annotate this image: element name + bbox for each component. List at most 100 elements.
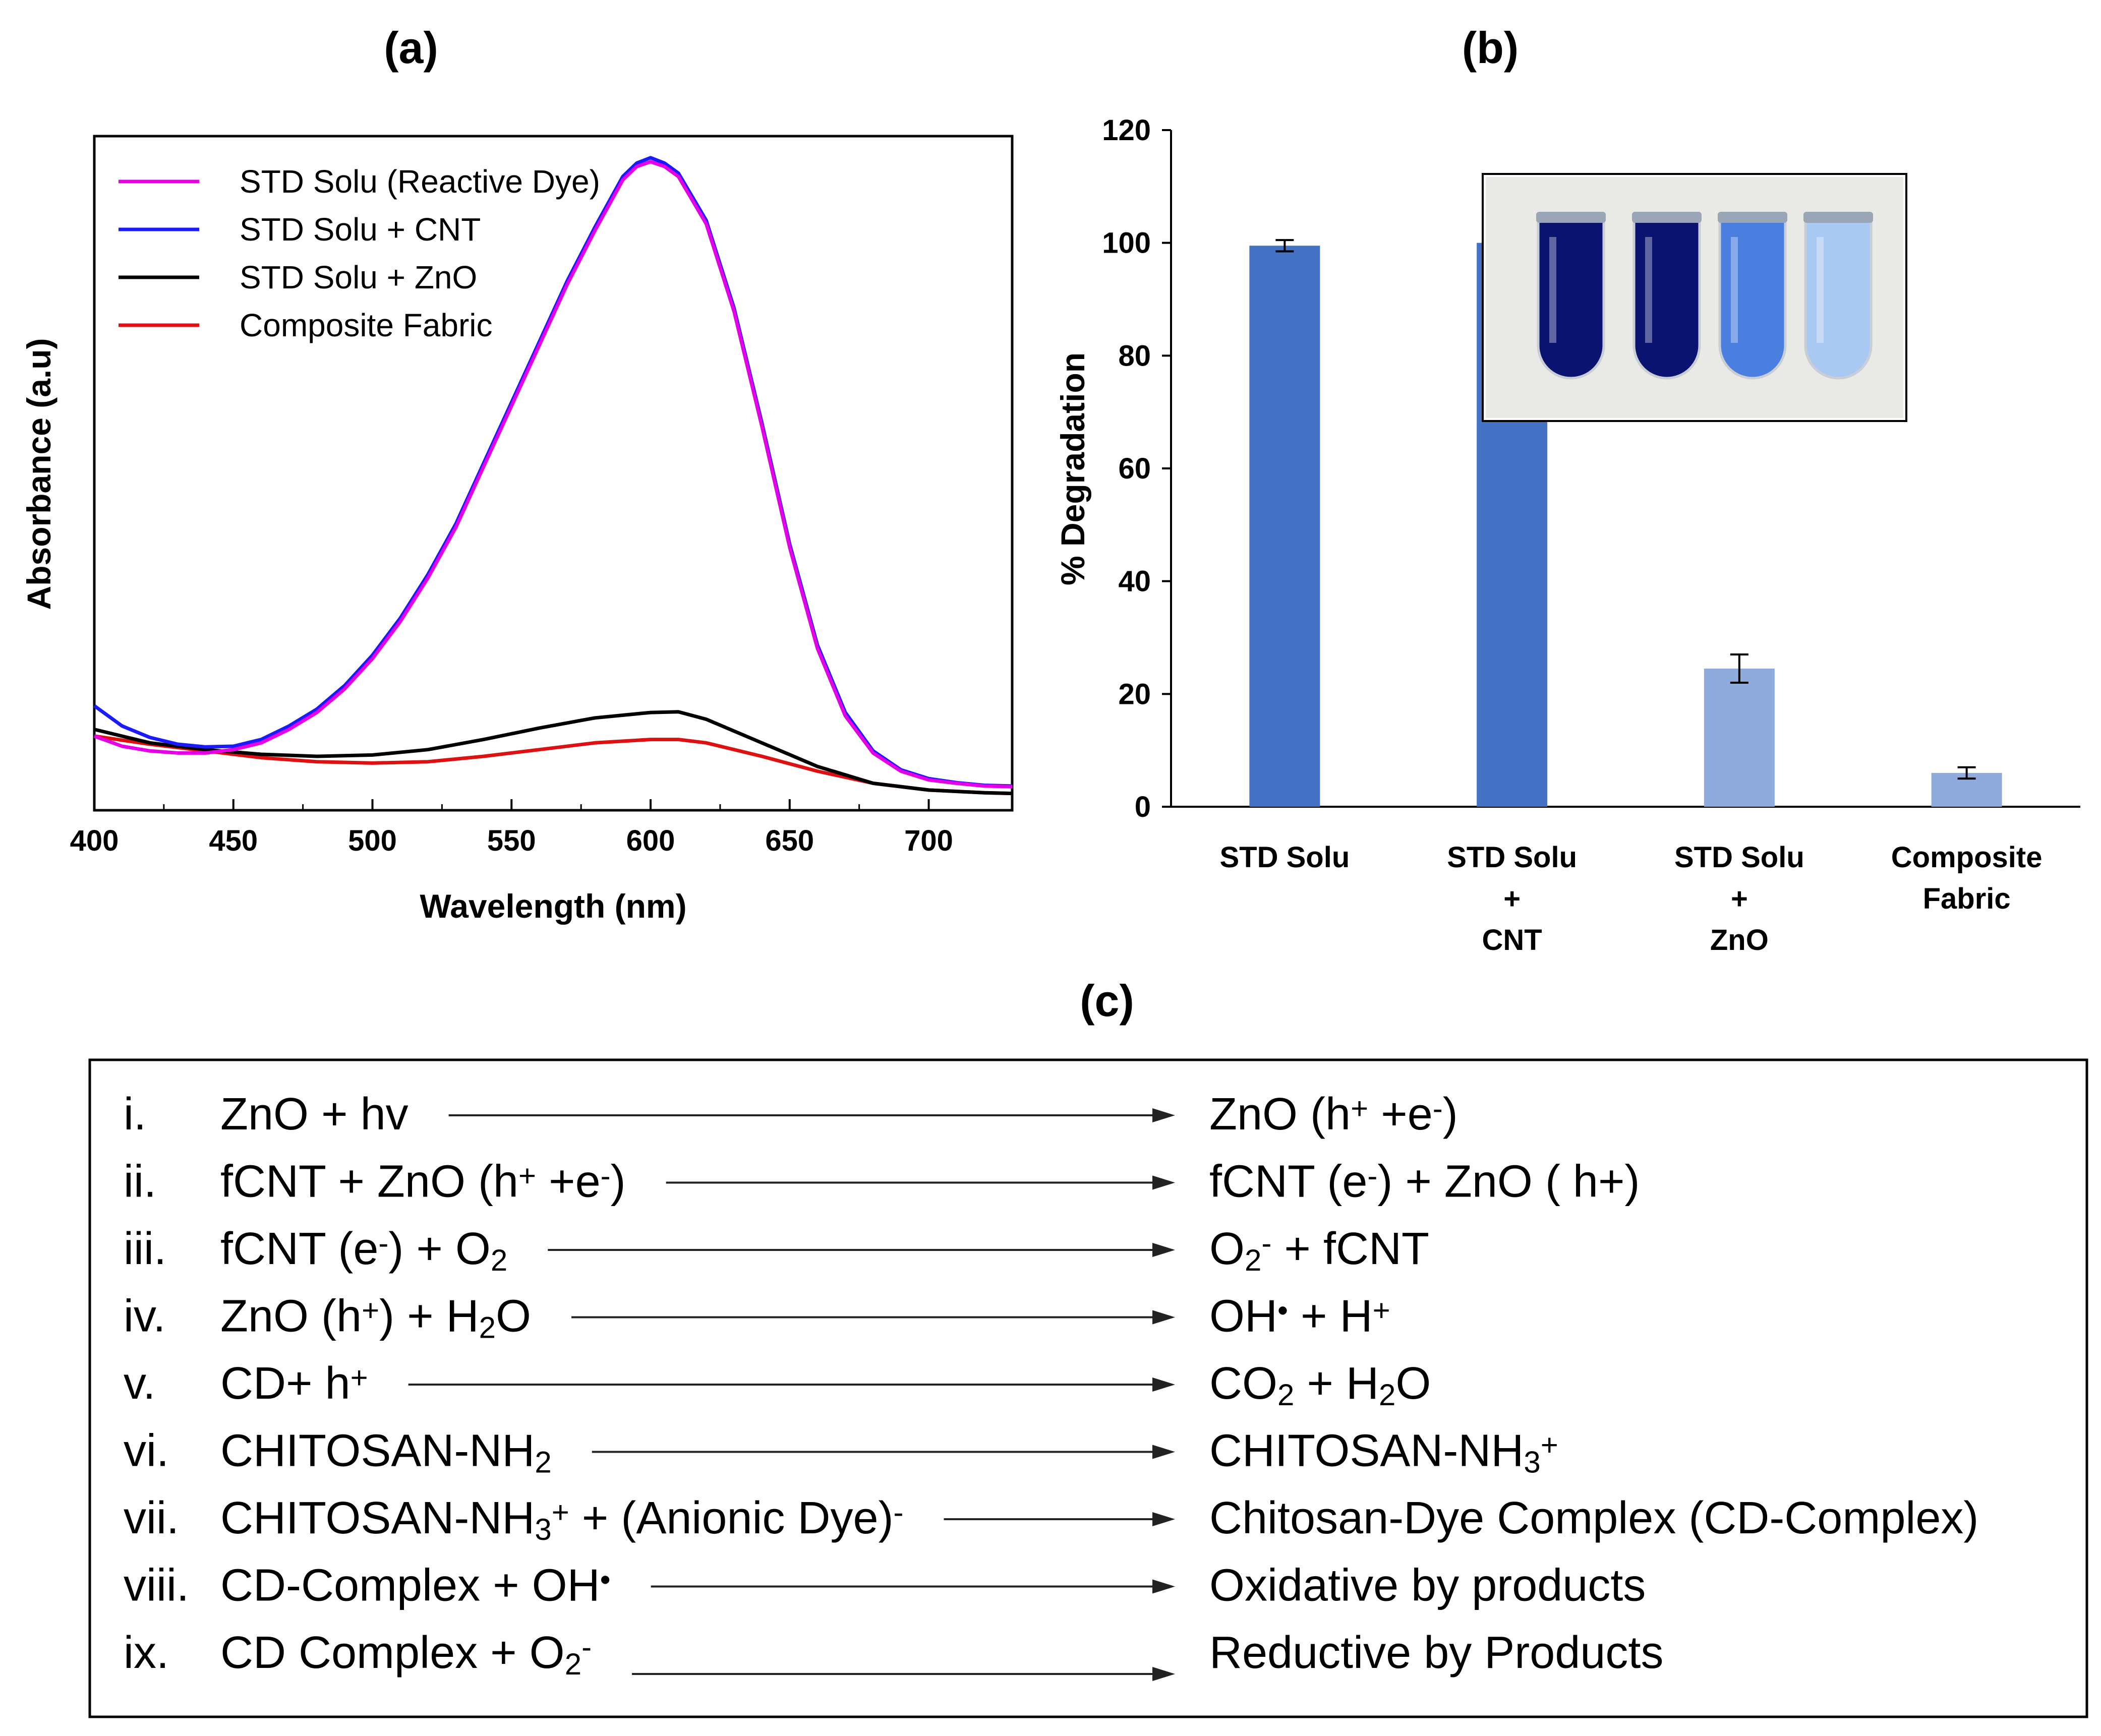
y-tick-label: 20 bbox=[1118, 678, 1151, 710]
arrow-head bbox=[1152, 1243, 1175, 1257]
category-label: ZnO bbox=[1710, 924, 1769, 956]
legend-entry: STD Solu (Reactive Dye) bbox=[240, 163, 600, 200]
y-tick-label: 120 bbox=[1102, 114, 1151, 147]
panel-b-bar-chart: (b) 0 20 40 60 80 100 120 STD Solu STD Solu + CNT… bbox=[1054, 23, 2080, 956]
test-tube-rim bbox=[1718, 212, 1787, 223]
reaction-number: ix. bbox=[124, 1628, 169, 1678]
reaction-number: viii. bbox=[124, 1561, 189, 1611]
x-tick-label: 450 bbox=[209, 824, 258, 857]
y-tick-label: 60 bbox=[1118, 452, 1151, 485]
reaction-number: vii. bbox=[124, 1493, 179, 1543]
reaction-reactants: CD+ h+ bbox=[220, 1358, 368, 1409]
x-tick-label: 650 bbox=[765, 824, 814, 857]
panel-b-axes: 0 20 40 60 80 100 120 bbox=[1102, 114, 2080, 823]
reaction-number: v. bbox=[124, 1358, 155, 1409]
reaction-reactants: ZnO + hv bbox=[220, 1089, 408, 1140]
reaction-products: OH• + H+ bbox=[1209, 1291, 1390, 1342]
test-tube-rim bbox=[1803, 212, 1873, 223]
panel-a-series-lines bbox=[93, 156, 1013, 796]
test-tube-rim bbox=[1632, 212, 1702, 223]
reaction-products: CHITOSAN-NH3+ bbox=[1209, 1426, 1558, 1479]
panel-b-category-labels: STD Solu STD Solu + CNT STD Solu + ZnO Composit… bbox=[1219, 841, 2042, 956]
reaction-number: iii. bbox=[124, 1224, 166, 1274]
test-tube-highlight bbox=[1731, 237, 1738, 343]
test-tube-highlight bbox=[1645, 237, 1652, 343]
x-tick-label: 700 bbox=[904, 824, 953, 857]
reaction-reactants: ZnO (h+) + H2O bbox=[220, 1291, 531, 1345]
panel-a-x-ticks: 400 450 500 550 600 650 700 bbox=[70, 799, 953, 857]
reaction-box bbox=[88, 1058, 2088, 1718]
test-tube bbox=[1804, 215, 1873, 380]
panel-a-y-axis-title: Absorbance (a.u) bbox=[20, 338, 57, 610]
reaction-products: CO2 + H2O bbox=[1209, 1358, 1431, 1412]
x-tick-label: 500 bbox=[348, 824, 397, 857]
reaction-reactants: CHITOSAN-NH3+ + (Anionic Dye)- bbox=[220, 1493, 904, 1546]
category-label: STD Solu bbox=[1447, 841, 1577, 874]
category-label: STD Solu bbox=[1219, 841, 1350, 874]
reaction-reactants: fCNT + ZnO (h+ +e-) bbox=[220, 1157, 626, 1207]
arrow-head bbox=[1152, 1378, 1175, 1392]
y-tick-label: 0 bbox=[1135, 791, 1151, 823]
bar bbox=[1249, 246, 1320, 807]
test-tube-highlight bbox=[1817, 237, 1824, 343]
x-tick-label: 600 bbox=[626, 824, 675, 857]
reaction-products: fCNT (e-) + ZnO ( h+) bbox=[1209, 1157, 1640, 1207]
test-tube-rim bbox=[1536, 212, 1606, 223]
reaction-reactants: CHITOSAN-NH2 bbox=[220, 1426, 552, 1479]
series-line-std-solu-reactive-dye bbox=[93, 160, 1013, 789]
reaction-reactants: fCNT (e-) + O2 bbox=[220, 1224, 507, 1277]
category-label: Composite bbox=[1891, 841, 2042, 874]
legend-entry: Composite Fabric bbox=[240, 307, 493, 343]
arrow-head bbox=[1152, 1667, 1175, 1681]
reaction-reactants: CD-Complex + OH• bbox=[220, 1561, 611, 1611]
bar bbox=[1704, 669, 1775, 807]
category-label: CNT bbox=[1482, 924, 1542, 956]
panel-b-label: (b) bbox=[1462, 23, 1519, 73]
test-tube bbox=[1537, 215, 1605, 380]
category-label: Fabric bbox=[1923, 882, 2011, 915]
legend-entry: STD Solu + ZnO bbox=[240, 259, 477, 295]
test-tube-photo-inset bbox=[1482, 173, 1907, 422]
legend-entry: STD Solu + CNT bbox=[240, 211, 481, 248]
arrow-head bbox=[1152, 1175, 1175, 1190]
y-tick-label: 100 bbox=[1102, 227, 1151, 260]
reaction-products: Oxidative by products bbox=[1209, 1561, 1646, 1611]
panel-b-y-axis-title: % Degradation bbox=[1054, 352, 1091, 585]
category-label: + bbox=[1503, 882, 1521, 915]
panel-c-label: (c) bbox=[1080, 976, 1134, 1026]
category-label: STD Solu bbox=[1674, 841, 1804, 874]
reaction-products: O2- + fCNT bbox=[1209, 1224, 1429, 1277]
reaction-list: i. ZnO + hv ZnO (h+ +e-) ii. fCNT + ZnO (h+ … bbox=[124, 1089, 1978, 1681]
test-tubes bbox=[1536, 212, 1873, 380]
panel-a-plot-frame bbox=[93, 135, 1014, 812]
y-tick-label: 40 bbox=[1118, 565, 1151, 598]
reaction-reactants: CD Complex + O2- bbox=[220, 1628, 592, 1681]
arrow-head bbox=[1152, 1310, 1175, 1325]
panel-a-label: (a) bbox=[384, 23, 438, 73]
category-label: + bbox=[1731, 882, 1748, 915]
arrow-head bbox=[1152, 1108, 1175, 1122]
reaction-products: Chitosan-Dye Complex (CD-Complex) bbox=[1209, 1493, 1978, 1543]
reaction-products: ZnO (h+ +e-) bbox=[1209, 1089, 1458, 1140]
reaction-number: i. bbox=[124, 1089, 146, 1140]
test-tube bbox=[1632, 215, 1701, 380]
series-line-std-solu-zno bbox=[94, 710, 1013, 796]
reaction-number: iv. bbox=[124, 1291, 165, 1342]
arrow-head bbox=[1152, 1445, 1175, 1459]
panel-c-reactions: (c) i. ZnO + hv ZnO (h+ +e-) ii. fCNT + ZnO … bbox=[88, 976, 2088, 1718]
panel-a-legend: STD Solu (Reactive Dye) STD Solu + CNT STD… bbox=[119, 163, 600, 343]
arrow-head bbox=[1152, 1512, 1175, 1526]
reaction-products: Reductive by Products bbox=[1209, 1628, 1663, 1678]
x-tick-label: 550 bbox=[487, 824, 536, 857]
reaction-number: vi. bbox=[124, 1426, 169, 1476]
y-tick-label: 80 bbox=[1118, 339, 1151, 372]
panel-a-x-axis-title: Wavelength (nm) bbox=[420, 887, 686, 925]
test-tube bbox=[1718, 215, 1787, 380]
test-tube-highlight bbox=[1549, 237, 1556, 343]
series-line-std-solu-cnt bbox=[93, 156, 1013, 788]
arrow-head bbox=[1152, 1579, 1175, 1594]
panel-a-line-chart: (a) 400 450 500 550 600 650 700 STD Solu (Reac… bbox=[20, 23, 1014, 925]
x-tick-label: 400 bbox=[70, 824, 119, 857]
reaction-number: ii. bbox=[124, 1157, 156, 1207]
